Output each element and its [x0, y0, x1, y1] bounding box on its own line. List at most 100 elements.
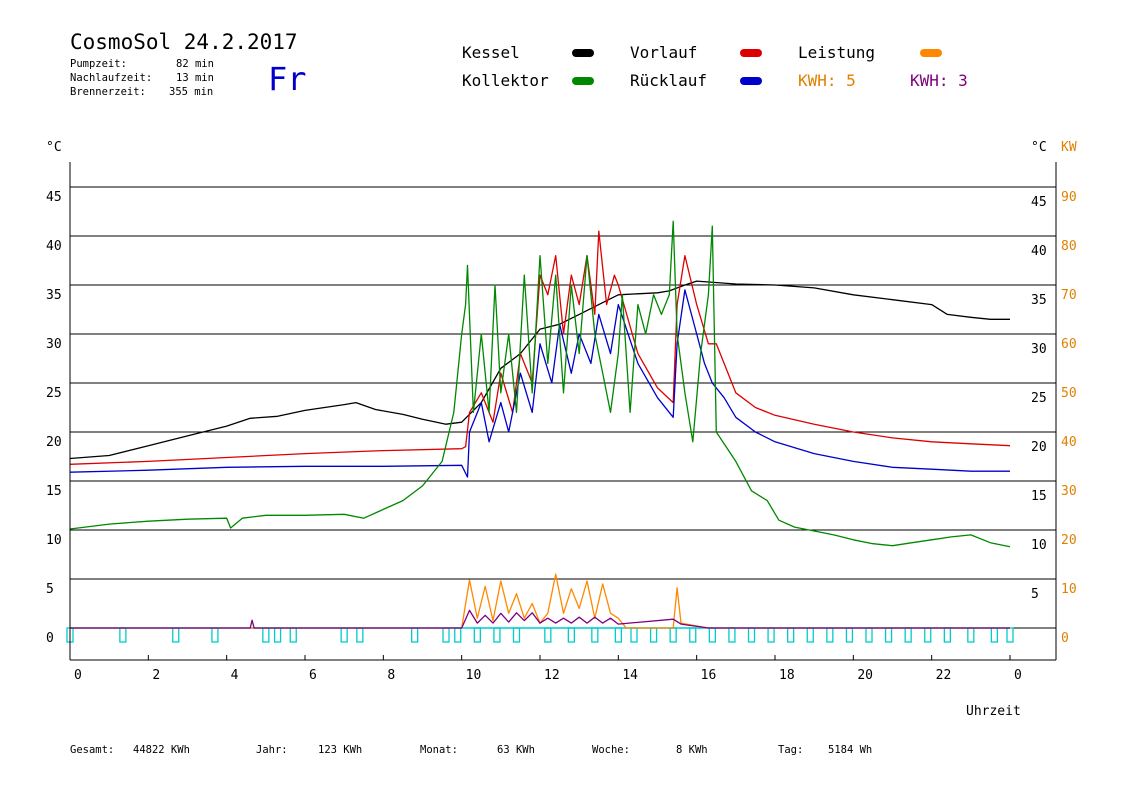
footer-tag-label: Tag: — [778, 744, 804, 756]
x-tick-8: 16 — [701, 668, 717, 683]
footer-tag-value: 5184 Wh — [828, 744, 873, 756]
pulse-34 — [924, 627, 932, 643]
pulse-26 — [767, 627, 775, 643]
pulse-23 — [708, 627, 716, 643]
y-tick-right-power-30: 30 — [1061, 484, 1077, 499]
chart-title: CosmoSol 24.2.2017 — [70, 30, 298, 54]
y-tick-left-5: 5 — [46, 582, 54, 597]
pulse-11 — [454, 627, 462, 643]
legend-swatch-ruecklauf — [740, 77, 762, 85]
y-tick-right-temp-10: 10 — [1031, 538, 1047, 553]
pulse-15 — [544, 627, 552, 643]
series-line-vorlauf — [69, 230, 1011, 465]
footer-jahr-label: Jahr: — [256, 744, 288, 756]
legend-swatch-kessel — [572, 49, 594, 57]
pulse-37 — [990, 627, 998, 643]
y-tick-right-temp-35: 35 — [1031, 293, 1047, 308]
legend-swatch-vorlauf — [740, 49, 762, 57]
legend-kwh-orange: KWH: 5 — [798, 71, 856, 90]
legend-label-vorlauf: Vorlauf — [630, 43, 698, 62]
legend-label-ruecklauf: Rücklauf — [630, 71, 708, 90]
legend-label-leistung: Leistung — [798, 43, 876, 62]
y-tick-right-power-10: 10 — [1061, 582, 1077, 597]
pulse-29 — [826, 627, 834, 643]
pulse-2 — [172, 627, 180, 643]
series-line-kessel — [69, 280, 1010, 460]
legend-swatch-leistung — [920, 49, 942, 57]
grid-layer — [70, 186, 1056, 629]
x-tick-5: 10 — [466, 668, 482, 683]
pulse-27 — [787, 627, 795, 643]
pulse-7 — [340, 627, 348, 643]
pulse-13 — [493, 627, 501, 643]
y-tick-right-power-80: 80 — [1061, 239, 1077, 254]
pulse-25 — [747, 627, 756, 643]
pulse-5 — [273, 627, 282, 643]
weekday-label: Fr — [268, 60, 307, 98]
pulse-32 — [884, 627, 893, 643]
pulse-layer — [66, 627, 1014, 643]
y-tick-right-temp-30: 30 — [1031, 342, 1047, 357]
x-tick-3: 6 — [309, 668, 317, 683]
pulse-22 — [689, 627, 697, 643]
x-tick-6: 12 — [544, 668, 560, 683]
footer-monat-label: Monat: — [420, 744, 458, 756]
pulse-3 — [211, 627, 219, 643]
footer-monat-value: 63 KWh — [497, 744, 535, 756]
axes-layer: 0510152025303540455101520253035404501020… — [46, 140, 1077, 719]
y-tick-right-power-20: 20 — [1061, 533, 1077, 548]
pulse-24 — [728, 627, 736, 643]
y-tick-left-45: 45 — [46, 190, 62, 205]
pulse-19 — [630, 627, 638, 643]
x-tick-7: 14 — [622, 668, 638, 683]
y-tick-right-power-70: 70 — [1061, 288, 1077, 303]
series-line-r-cklauf — [69, 289, 1010, 478]
series-line-kwh-spur — [70, 609, 1010, 629]
series-line-kollektor — [69, 220, 1011, 548]
x-tick-1: 2 — [152, 668, 160, 683]
y-tick-left-40: 40 — [46, 239, 62, 254]
series-line-leistung — [70, 573, 1010, 629]
stat-brennerzeit-value: 355 min — [169, 86, 214, 98]
y-tick-right-temp-15: 15 — [1031, 489, 1047, 504]
y-tick-right-power-60: 60 — [1061, 337, 1077, 352]
pulse-9 — [411, 627, 419, 643]
y-tick-left-10: 10 — [46, 533, 62, 548]
pulse-16 — [567, 627, 575, 643]
pulse-4 — [262, 627, 270, 643]
stat-nachlaufzeit-value: 13 min — [176, 72, 214, 84]
footer-jahr-value: 123 KWh — [318, 744, 363, 756]
stat-pumpzeit-label: Pumpzeit: — [70, 58, 127, 70]
pulse-12 — [473, 627, 481, 643]
pulse-6 — [289, 627, 297, 643]
y-tick-right-temp-25: 25 — [1031, 391, 1047, 406]
y-axis-right-unit-temp: °C — [1031, 140, 1047, 155]
legend-label-kessel: Kessel — [462, 43, 520, 62]
pulse-31 — [865, 627, 873, 643]
pulse-1 — [119, 627, 127, 643]
stat-brennerzeit-label: Brennerzeit: — [70, 86, 146, 98]
x-tick-10: 20 — [857, 668, 873, 683]
footer-woche-label: Woche: — [592, 744, 630, 756]
pulse-38 — [1006, 627, 1014, 643]
x-tick-2: 4 — [231, 668, 239, 683]
y-tick-right-power-40: 40 — [1061, 435, 1077, 450]
pulse-20 — [649, 627, 658, 643]
pulse-21 — [669, 627, 677, 643]
x-tick-4: 8 — [387, 668, 395, 683]
pulse-33 — [904, 627, 912, 643]
y-tick-right-temp-40: 40 — [1031, 244, 1047, 259]
x-tick-0: 0 — [74, 668, 82, 683]
y-axis-right-unit-power: KW — [1061, 140, 1077, 155]
y-tick-left-35: 35 — [46, 288, 62, 303]
legend-swatch-kollektor — [572, 77, 594, 85]
pulse-18 — [614, 627, 622, 643]
y-tick-left-0: 0 — [46, 631, 54, 646]
y-axis-left-unit: °C — [46, 140, 62, 155]
pulse-35 — [943, 627, 951, 643]
footer-gesamt-value: 44822 KWh — [133, 744, 190, 756]
pulse-14 — [512, 627, 521, 643]
y-tick-left-25: 25 — [46, 386, 62, 401]
legend-kwh-purple: KWH: 3 — [910, 71, 968, 90]
y-tick-right-temp-5: 5 — [1031, 587, 1039, 602]
